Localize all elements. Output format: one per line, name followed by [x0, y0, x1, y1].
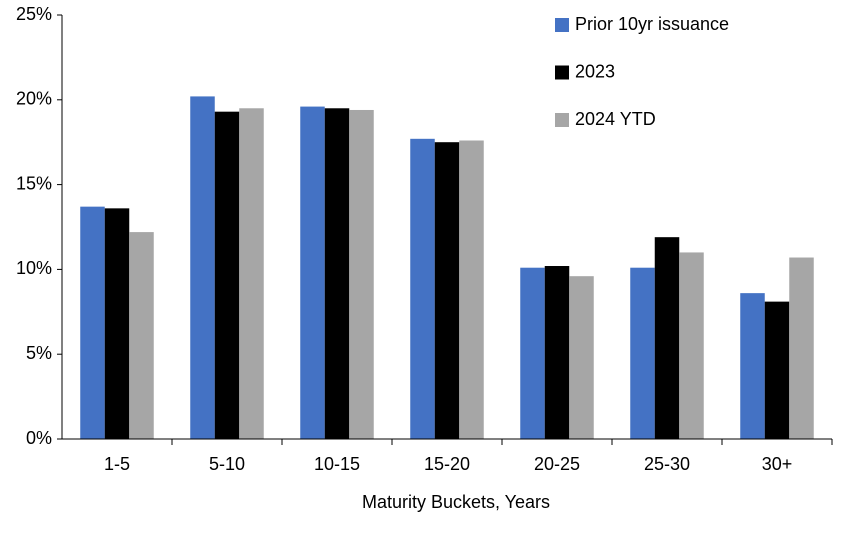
- y-tick-label: 5%: [26, 343, 52, 363]
- legend-swatch: [555, 18, 569, 32]
- bar: [544, 266, 570, 439]
- x-tick-label: 20-25: [534, 454, 580, 474]
- x-tick-label: 25-30: [644, 454, 690, 474]
- bar: [349, 109, 374, 439]
- y-tick-label: 15%: [16, 173, 52, 193]
- bar: [129, 232, 154, 439]
- y-tick-label: 25%: [16, 4, 52, 24]
- bar: [80, 206, 105, 439]
- legend-label: Prior 10yr issuance: [575, 14, 729, 34]
- x-tick-label: 10-15: [314, 454, 360, 474]
- bar: [410, 138, 435, 440]
- y-tick-label: 10%: [16, 258, 52, 278]
- bar: [459, 140, 484, 439]
- bar: [740, 293, 765, 439]
- bar: [630, 267, 655, 439]
- bar: [434, 142, 460, 439]
- bar: [764, 301, 790, 439]
- bar: [679, 252, 704, 439]
- bar: [324, 108, 350, 439]
- x-tick-label: 5-10: [209, 454, 245, 474]
- x-axis-title: Maturity Buckets, Years: [362, 492, 550, 512]
- bar: [654, 237, 680, 439]
- bar: [300, 106, 325, 440]
- legend-label: 2023: [575, 61, 615, 81]
- bar: [520, 267, 545, 439]
- legend-swatch: [555, 113, 569, 127]
- bar: [239, 108, 264, 439]
- x-tick-label: 1-5: [104, 454, 130, 474]
- legend-swatch: [555, 65, 569, 80]
- bar: [190, 96, 215, 440]
- legend-label: 2024 YTD: [575, 109, 656, 129]
- x-tick-label: 15-20: [424, 454, 470, 474]
- bar: [789, 257, 814, 439]
- x-tick-label: 30+: [762, 454, 793, 474]
- bar: [214, 111, 240, 439]
- y-tick-label: 20%: [16, 89, 52, 109]
- bar: [104, 208, 130, 439]
- y-tick-label: 0%: [26, 428, 52, 448]
- bar: [569, 276, 594, 439]
